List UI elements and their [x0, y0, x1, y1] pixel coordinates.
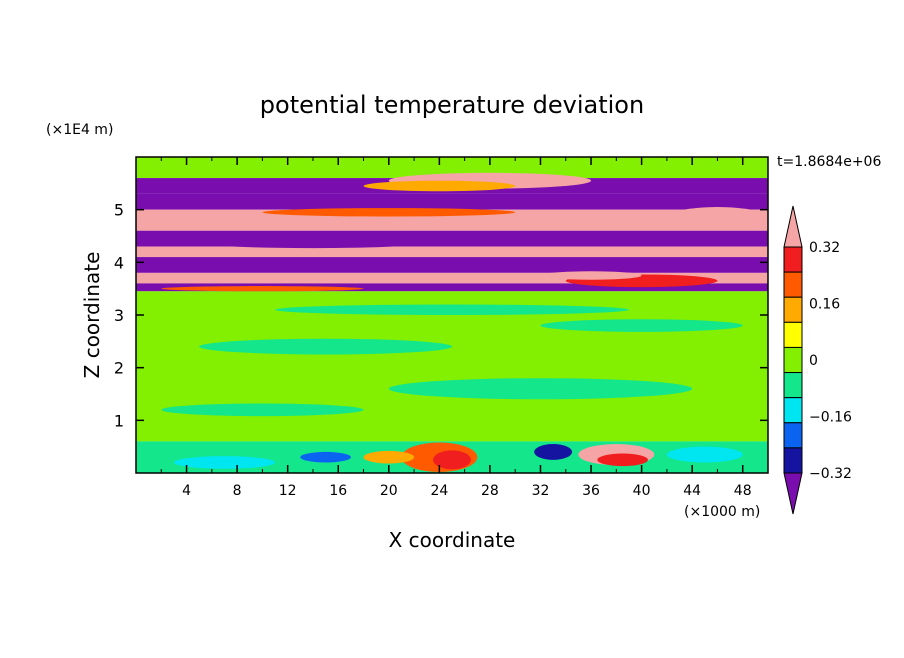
colorbar-swatch: [783, 422, 803, 449]
contour-region: [540, 319, 743, 332]
x-tick-label: 20: [380, 483, 398, 499]
contour-region: [173, 456, 276, 469]
contour-region: [534, 444, 573, 460]
x-tick-label: 44: [683, 483, 701, 499]
y-tick-label: 3: [114, 306, 124, 325]
colorbar-swatch: [783, 372, 803, 399]
x-tick-label: 8: [233, 483, 242, 499]
x-axis-label: X coordinate: [389, 528, 516, 552]
colorbar-swatch: [783, 271, 803, 298]
contour-region: [363, 180, 516, 192]
colorbar-min-triangle: [783, 472, 803, 515]
contour-region: [666, 207, 768, 229]
contour-region: [262, 208, 516, 217]
contour-region: [388, 378, 693, 400]
colorbar-swatch: [783, 447, 803, 474]
contour-region: [275, 304, 629, 315]
y-axis: 1 2 3 4 5: [114, 201, 768, 430]
y-tick-label: 5: [114, 201, 124, 220]
y-unit-label: (×1E4 m): [46, 122, 113, 138]
x-tick-label: 4: [182, 483, 191, 499]
contour-region: [597, 453, 648, 467]
x-axis: 4 8 12 16 20 24 28 32 36 40 44 48: [160, 157, 752, 499]
contour-region: [666, 446, 743, 463]
x-tick-label: 24: [430, 483, 448, 499]
y-tick-label: 2: [114, 359, 124, 378]
colorbar-label: 0.16: [809, 297, 840, 313]
y-tick-label: 4: [114, 253, 124, 272]
colorbar-swatch: [783, 321, 803, 348]
contour-field: [136, 157, 768, 473]
contour-band: [136, 157, 768, 179]
contour-region: [433, 450, 471, 470]
contour-region: [540, 271, 642, 280]
x-tick-label: 36: [582, 483, 600, 499]
colorbar-label: −0.16: [809, 410, 852, 426]
contour-band: [136, 193, 768, 210]
contour-band: [136, 257, 768, 273]
colorbar-swatch: [783, 397, 803, 424]
x-tick-label: 48: [734, 483, 752, 499]
contour-region: [161, 403, 364, 417]
contour-band: [136, 272, 768, 284]
y-tick-label: 1: [114, 411, 124, 430]
contour-region: [199, 338, 452, 355]
x-tick-label: 40: [633, 483, 651, 499]
colorbar-swatch: [783, 296, 803, 323]
y-axis-label: Z coordinate: [80, 252, 104, 379]
x-tick-label: 12: [279, 483, 297, 499]
x-tick-label: 28: [481, 483, 499, 499]
contour-region: [300, 451, 351, 463]
colorbar-swatch: [783, 246, 803, 273]
x-tick-label: 32: [532, 483, 550, 499]
x-unit-label: (×1000 m): [684, 504, 760, 520]
colorbar-label: −0.32: [809, 466, 852, 482]
colorbar-max-triangle: [783, 205, 803, 248]
chart-title: potential temperature deviation: [260, 91, 644, 119]
x-tick-label: 16: [329, 483, 347, 499]
colorbar-label: 0: [809, 353, 818, 369]
contour-band: [136, 246, 768, 258]
colorbar: 0.32 0.16 0 −0.16 −0.32: [783, 205, 852, 515]
contour-region: [363, 450, 415, 464]
contour-band: [136, 291, 768, 442]
contour-region: [211, 239, 415, 249]
contour-region: [161, 286, 364, 292]
colorbar-label: 0.32: [809, 240, 840, 256]
contour-band: [136, 283, 768, 292]
colorbar-swatch: [783, 346, 803, 374]
time-label: t=1.8684e+06: [777, 154, 881, 170]
